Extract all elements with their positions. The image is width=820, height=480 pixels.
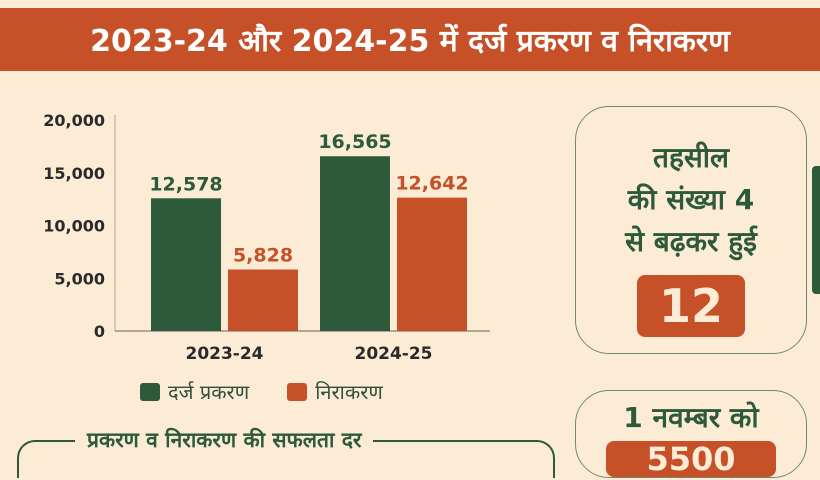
y-tick-label: 10,000 (43, 217, 105, 236)
data-label: 16,565 (318, 131, 391, 153)
x-tick-label: 2023-24 (185, 344, 263, 364)
legend-swatch-resolved (287, 382, 308, 401)
tehsil-line-2: की संख्या 4 (627, 183, 755, 216)
chart-legend: दर्ज प्रकरण निराकरण (140, 378, 383, 405)
date-count-badge: 5500 (606, 441, 776, 477)
legend-label-resolved: निराकरण (315, 380, 383, 404)
side-panel-edge (812, 166, 820, 294)
success-rate-title: प्रकरण व निराकरण की सफलता दर (75, 426, 374, 454)
y-tick-label: 0 (94, 322, 105, 341)
y-tick-label: 15,000 (43, 164, 105, 183)
bar-resolved (228, 269, 298, 331)
bar-chart: 0 5,000 10,000 15,000 20,000 2023-24 12,578 5,8… (43, 111, 490, 364)
date-card: 1 नवम्बर को 5500 (575, 390, 807, 478)
tehsil-line-1: तहसील (653, 141, 729, 174)
y-tick-label: 5,000 (54, 269, 105, 288)
title-text: 2023-24 और 2024-25 में दर्ज प्रकरण व निर… (90, 24, 730, 59)
date-line: 1 नवम्बर को (623, 401, 759, 434)
legend-swatch-registered (140, 382, 160, 401)
bar-registered (151, 198, 221, 331)
bar-resolved (397, 197, 467, 331)
page-title: 2023-24 और 2024-25 में दर्ज प्रकरण व निर… (0, 8, 820, 71)
tehsil-count-badge: 12 (637, 275, 745, 337)
legend-label-registered: दर्ज प्रकरण (168, 380, 250, 404)
y-tick-label: 20,000 (43, 111, 105, 130)
x-tick-label: 2024-25 (354, 344, 432, 364)
data-label: 5,828 (233, 245, 293, 267)
tehsil-card: तहसील की संख्या 4 से बढ़कर हुई 12 (575, 106, 807, 354)
data-label: 12,578 (149, 173, 222, 195)
bar-registered (320, 156, 390, 331)
data-label: 12,642 (395, 173, 468, 195)
tehsil-line-3: से बढ़कर हुई (625, 225, 757, 258)
